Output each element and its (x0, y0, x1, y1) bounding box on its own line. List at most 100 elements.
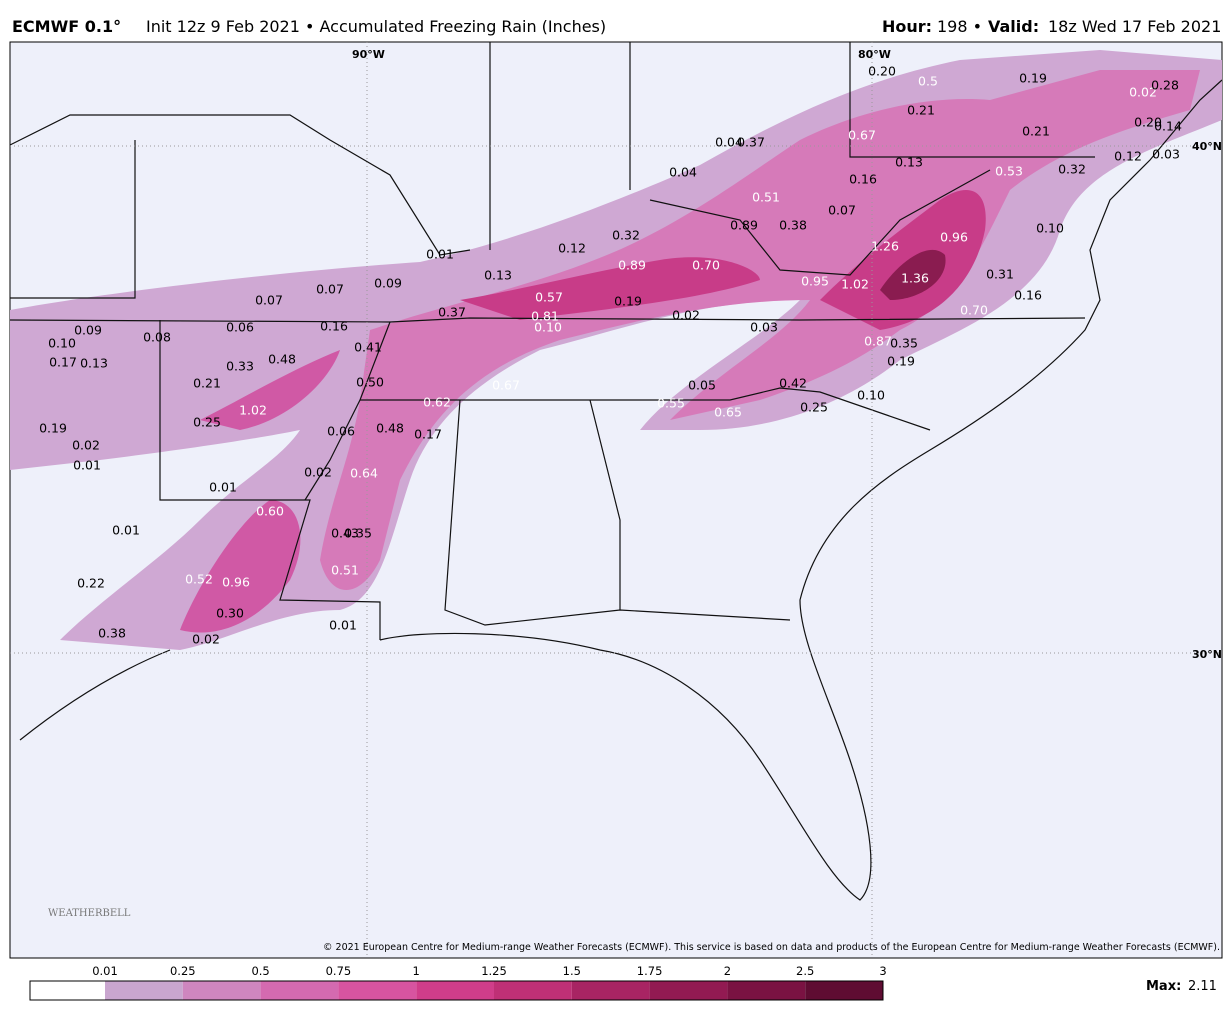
point-label: 0.01 (329, 618, 357, 633)
boundaries (9, 42, 1223, 901)
point-label: 0.25 (193, 415, 221, 430)
point-label: 0.02 (192, 632, 220, 647)
legend-tick-label: 0.75 (326, 964, 352, 978)
point-label: 0.70 (692, 258, 720, 273)
point-label: 0.03 (750, 320, 778, 335)
point-label: 0.06 (327, 424, 355, 439)
point-label: 0.09 (374, 276, 402, 291)
point-label: 0.19 (887, 354, 915, 369)
point-label: 0.13 (895, 155, 923, 170)
point-label: 0.67 (492, 378, 520, 393)
point-label: 0.05 (688, 378, 716, 393)
point-label: 0.02 (72, 438, 100, 453)
point-label: 0.89 (730, 218, 758, 233)
legend-tick-label: 1.25 (481, 964, 507, 978)
point-label: 0.38 (779, 218, 807, 233)
point-label: 0.12 (558, 241, 586, 256)
legend-tick-label: 0.25 (170, 964, 196, 978)
point-label: 0.21 (907, 103, 935, 118)
point-label: 0.50 (356, 375, 384, 390)
point-label: 0.02 (672, 308, 700, 323)
valid: 18z Wed 17 Feb 2021 (1048, 17, 1221, 36)
point-label: 0.10 (1036, 221, 1064, 236)
longitude-label: 90°W (352, 48, 385, 61)
point-label: 0.02 (1129, 85, 1157, 100)
point-label: 0.06 (226, 320, 254, 335)
legend-tick-label: 0.01 (92, 964, 118, 978)
point-label: 0.55 (657, 396, 685, 411)
point-label: 0.07 (316, 282, 344, 297)
point-label: 0.22 (77, 576, 105, 591)
point-label: 0.57 (535, 290, 563, 305)
point-label: 0.20 (868, 64, 896, 79)
legend-tick-label: 1.75 (637, 964, 663, 978)
point-label: 0.96 (222, 575, 250, 590)
point-label: 0.33 (226, 359, 254, 374)
color-swatch (105, 981, 183, 1000)
point-label: 0.12 (1114, 149, 1142, 164)
point-label: 1.02 (841, 277, 869, 292)
point-label: 0.67 (848, 128, 876, 143)
point-label: 0.62 (423, 395, 451, 410)
point-label: 0.52 (185, 572, 213, 587)
logo: WEATHERBELL (48, 908, 131, 919)
point-label: 0.81 (531, 309, 559, 324)
point-label: 0.02 (304, 465, 332, 480)
point-label: 0.07 (828, 203, 856, 218)
point-label: 0.51 (752, 190, 780, 205)
point-label: 0.01 (73, 458, 101, 473)
point-label: 0.89 (618, 258, 646, 273)
swath-heavy (460, 190, 986, 330)
legend-tick-label: 2.5 (796, 964, 814, 978)
swath-max (880, 249, 946, 300)
point-label: 1.02 (239, 403, 267, 418)
point-label: 0.37 (737, 135, 765, 150)
point-labels: 0.200.5 0.190.210.020.280.67 0.210.200.140… (39, 64, 1182, 647)
point-label: 0.10 (857, 388, 885, 403)
point-label: 0.21 (193, 376, 221, 391)
color-swatch (260, 981, 339, 1000)
point-label: 0.19 (1019, 71, 1047, 86)
point-label: 0.48 (376, 421, 404, 436)
latitude-label: 40°N (1192, 140, 1222, 153)
point-label: 0.13 (484, 268, 512, 283)
point-label: 0.03 (1152, 147, 1180, 162)
point-label: 0.41 (354, 340, 382, 355)
copyright: © 2021 European Centre for Medium-range … (323, 942, 1220, 953)
point-label: 0.60 (256, 504, 284, 519)
point-label: 0.70 (960, 303, 988, 318)
point-label: 0.17 (49, 355, 77, 370)
point-label: 0.16 (849, 172, 877, 187)
point-label: 0.13 (80, 356, 108, 371)
map-frame (9, 41, 1223, 959)
legend-tick-label: 1 (413, 964, 420, 978)
point-label: 0.42 (779, 376, 807, 391)
point-label: 0.48 (268, 352, 296, 367)
point-label: 0.01 (209, 480, 237, 495)
point-label: 0.64 (350, 466, 378, 481)
point-label: 0.10 (534, 320, 562, 335)
subtitle: Init 12z 9 Feb 2021 • Accumulated Freezi… (146, 17, 606, 36)
color-swatch (30, 981, 105, 1000)
point-label: 0.35 (890, 336, 918, 351)
colorbar-frame (29, 980, 884, 1001)
color-swatch (416, 981, 494, 1000)
point-label: 0.01 (426, 247, 454, 262)
color-swatch (494, 981, 572, 1000)
point-label: 0.16 (1014, 288, 1042, 303)
legend-tick-label: 1.5 (563, 964, 581, 978)
valid-label: Valid: (988, 17, 1039, 36)
point-label: 0.01 (112, 523, 140, 538)
legend: 0.01 0.25 0.5 0.75 1 1.25 1.5 1.75 2 2.5 3 (29, 964, 887, 1001)
color-swatch (338, 981, 417, 1000)
point-label: 0.30 (216, 606, 244, 621)
legend-tick-label: 0.5 (251, 964, 269, 978)
point-label: 0.65 (714, 405, 742, 420)
point-label: 0.5 (918, 74, 938, 89)
color-swatch (649, 981, 728, 1000)
point-label: 0.19 (39, 421, 67, 436)
point-label: 0.43 (331, 526, 359, 541)
color-swatch (727, 981, 806, 1000)
